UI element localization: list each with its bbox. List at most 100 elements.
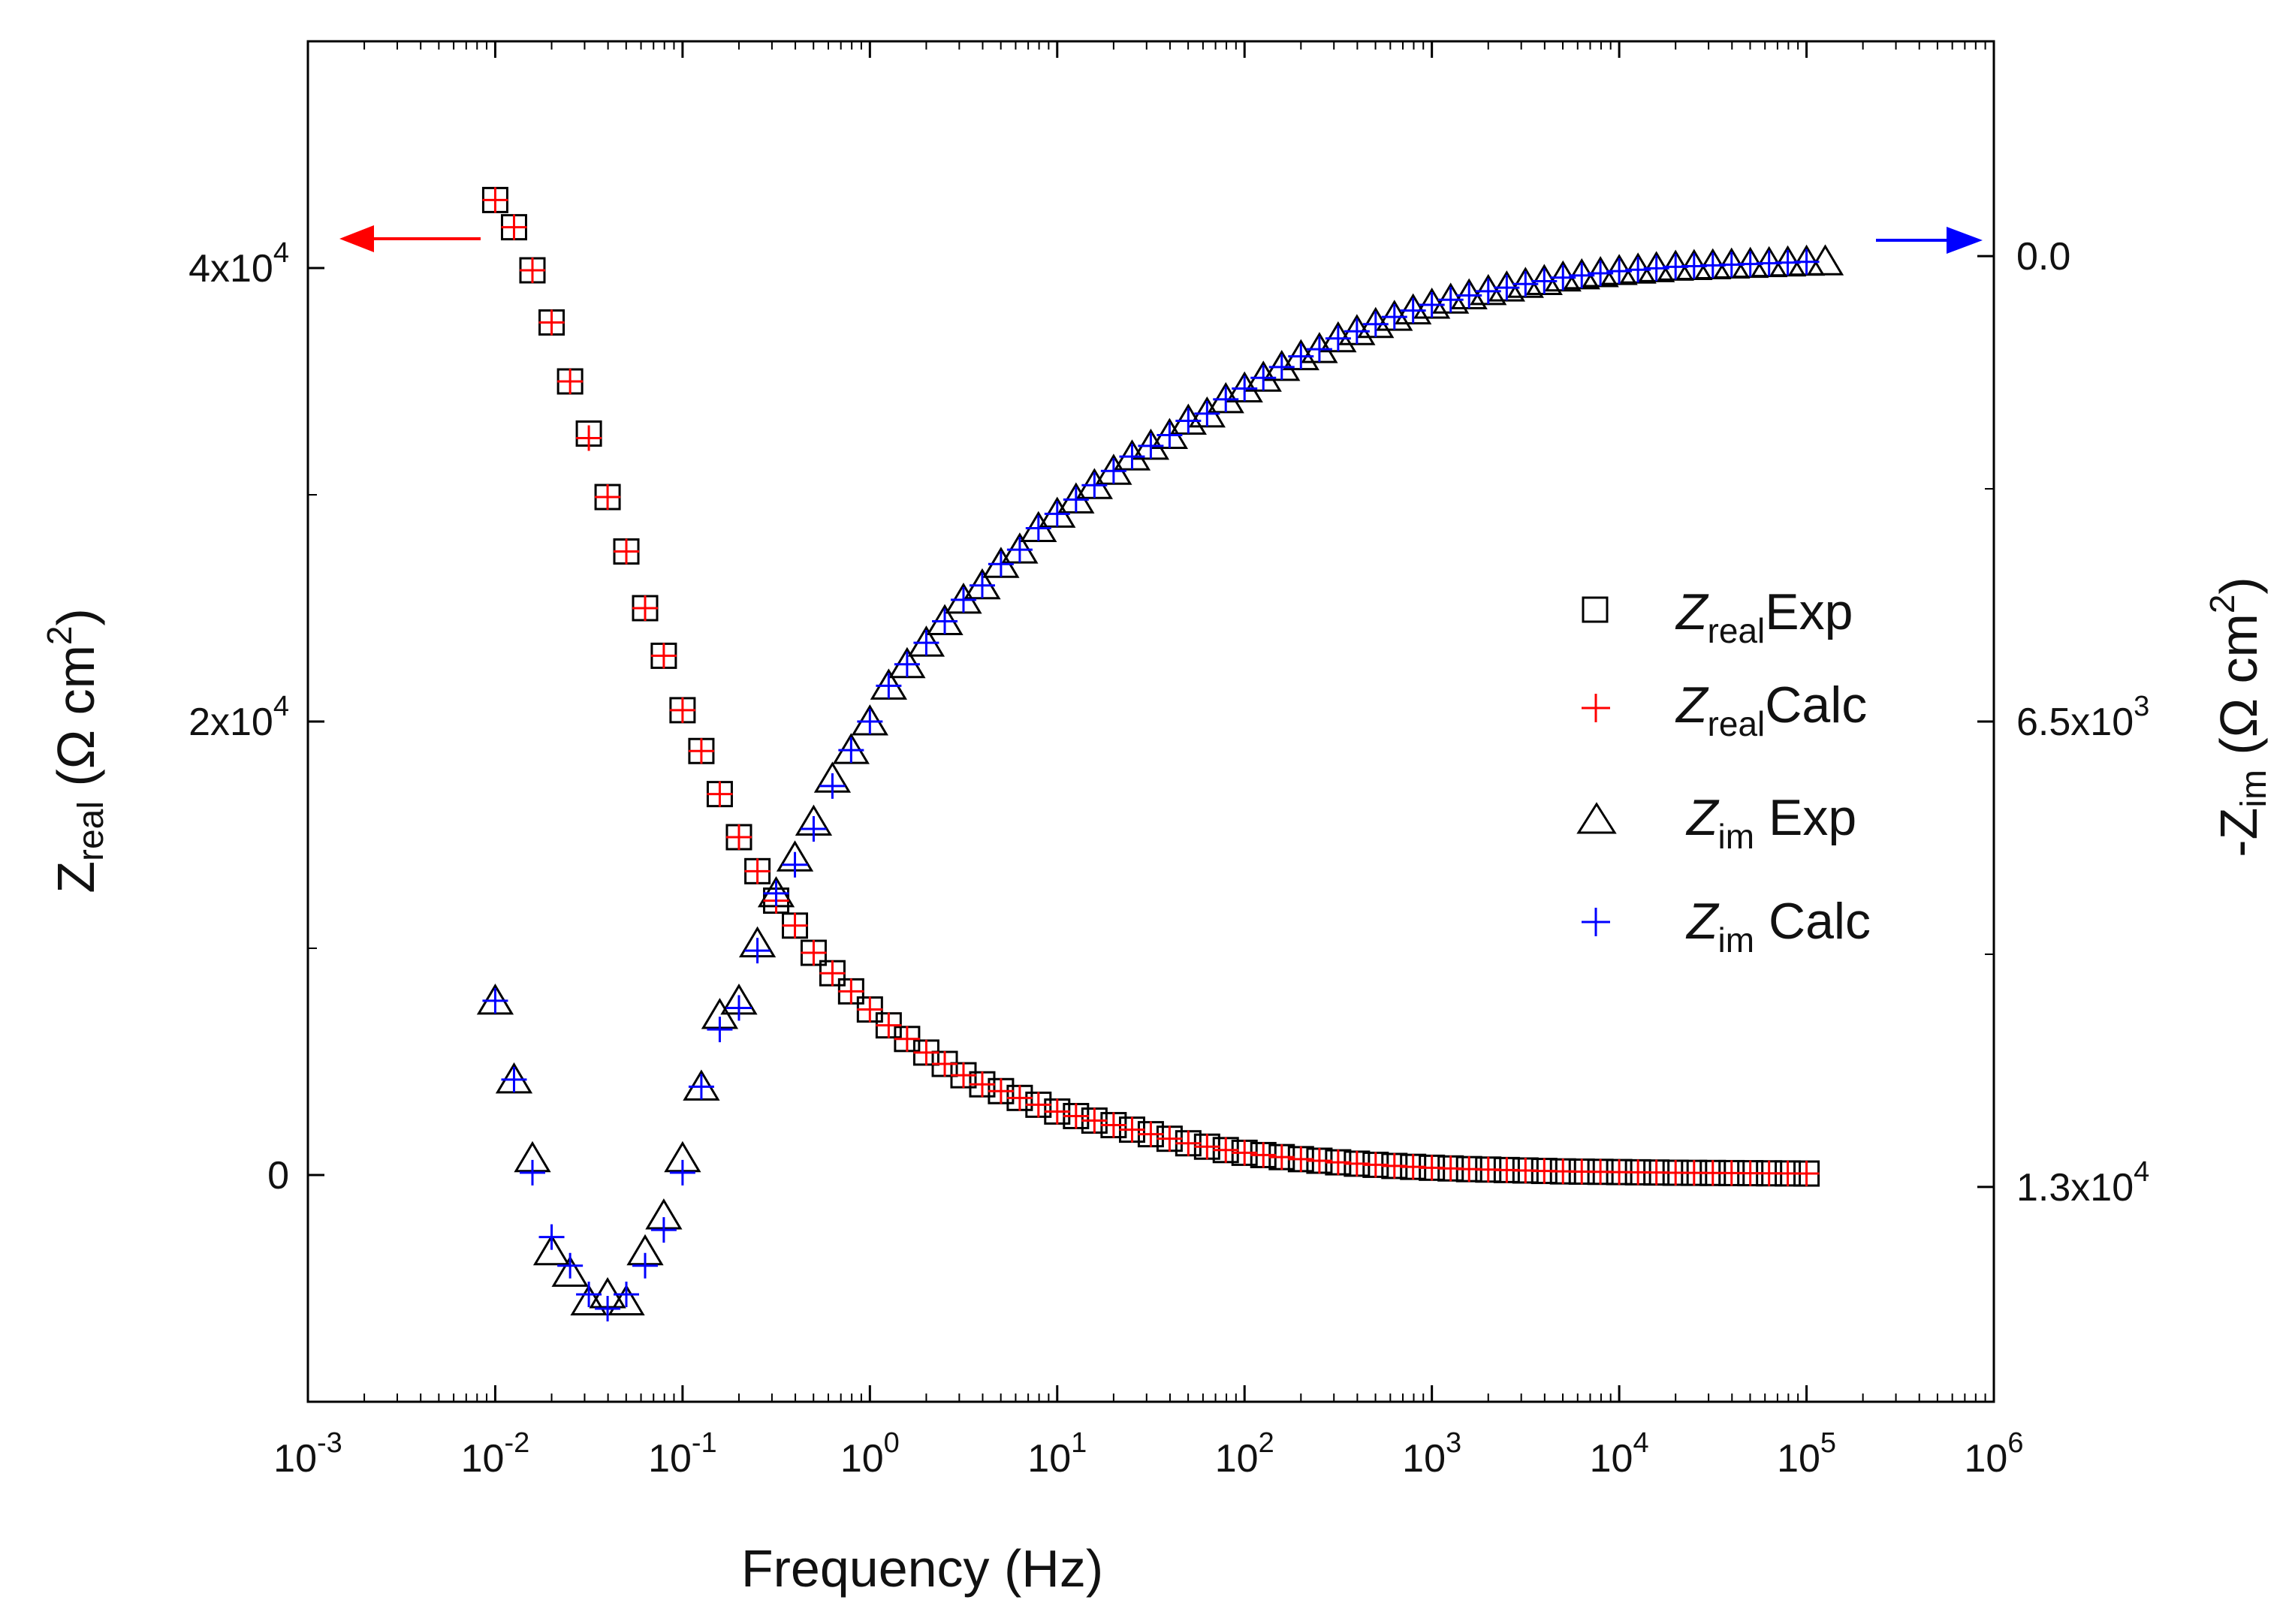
x-tick-base: 10 (840, 1437, 884, 1481)
x-tick-label: 105 (1777, 1427, 1836, 1481)
data-point-plus (988, 1078, 1014, 1104)
data-point-plus (501, 214, 527, 240)
x-tick-label: 103 (1402, 1427, 1461, 1481)
left-tick-main: 2x10 (188, 701, 273, 744)
left-axis-title-sup: 2 (40, 626, 79, 646)
data-point-plus (876, 1012, 902, 1038)
data-point-plus (969, 572, 995, 598)
data-point-plus (1381, 304, 1407, 330)
legend-item-zim-exp: Zim Exp (1576, 789, 1856, 856)
left-tick-exponent: 4 (273, 691, 289, 722)
data-point-plus (1419, 291, 1445, 318)
data-point-plus (857, 996, 883, 1023)
x-tick-exponent: -3 (317, 1427, 342, 1459)
left-axis-arrow (339, 225, 481, 252)
data-point-plus (576, 1281, 602, 1307)
left-axis-title: Zreal (Ω cm2) (40, 608, 111, 893)
x-tick-exponent: 5 (1820, 1427, 1836, 1459)
data-point-plus (1119, 1116, 1145, 1143)
x-tick-exponent: 1 (1071, 1427, 1087, 1459)
data-point-plus (1288, 343, 1314, 369)
data-point-plus (1475, 278, 1501, 304)
data-point-plus (501, 1066, 527, 1092)
data-point-plus (632, 595, 659, 621)
x-tick-base: 10 (648, 1437, 692, 1481)
data-point-plus (950, 586, 976, 613)
data-point-plus (1550, 264, 1576, 291)
data-point-plus (1606, 258, 1633, 285)
x-axis-title: Frequency (Hz) (741, 1539, 1103, 1598)
data-point-plus (482, 187, 508, 213)
data-point-plus (1194, 400, 1220, 426)
data-point-plus (1157, 422, 1183, 448)
data-point-plus (876, 673, 902, 699)
data-point-plus (969, 1071, 995, 1098)
data-point-plus (1643, 255, 1669, 282)
data-point-plus (707, 781, 733, 807)
legend: ZrealExp ZrealCalc Zim Exp Zim Calc (1576, 583, 1871, 960)
data-point-plus (1362, 311, 1389, 337)
data-point-plus (1268, 1144, 1295, 1171)
x-tick-exponent: 3 (1446, 1427, 1461, 1459)
data-point-plus (1250, 1142, 1277, 1168)
data-point-plus (557, 369, 584, 394)
data-point-plus (1081, 1107, 1108, 1134)
data-point-plus (1044, 501, 1070, 527)
right-axis-title-sub: im (2234, 770, 2274, 808)
right-tick-label: 0.0 (2016, 235, 2070, 279)
data-point-plus (1625, 257, 1651, 283)
data-point-plus (595, 1296, 621, 1322)
data-point-plus (1793, 249, 1820, 275)
left-tick-label: 0 (267, 1154, 289, 1198)
data-point-plus (1344, 1150, 1370, 1177)
data-point-plus (782, 851, 808, 878)
x-tick-label: 10-3 (273, 1427, 342, 1481)
left-tick-main: 4x10 (188, 247, 273, 291)
right-axis-title-main: -Z (2209, 808, 2268, 857)
x-tick-exponent: -2 (504, 1427, 529, 1459)
data-point-plus (819, 960, 846, 987)
data-point-plus (1456, 282, 1482, 309)
right-tick-exponent: 3 (2134, 691, 2149, 722)
data-point-triangle (1806, 244, 1844, 276)
data-point-plus (1194, 1134, 1220, 1160)
x-tick-label: 106 (1965, 1427, 2024, 1481)
data-point-plus (650, 1217, 677, 1243)
data-point-plus (1044, 1098, 1070, 1125)
data-point-triangle (551, 1255, 589, 1287)
data-point-plus (1081, 472, 1108, 499)
right-axis-title: -Zim (Ω cm2) (2203, 577, 2274, 857)
legend-label-zim-exp: Zim Exp (1685, 789, 1856, 856)
x-tick-base: 10 (1777, 1437, 1820, 1481)
data-point-plus (1362, 1152, 1389, 1178)
x-tick-label: 10-1 (648, 1427, 717, 1481)
left-tick-main: 0 (267, 1154, 289, 1198)
series-zreal-calc (482, 187, 1820, 1187)
data-point-plus (932, 608, 958, 634)
data-point-plus (1306, 336, 1332, 363)
data-point-plus (1569, 262, 1595, 288)
data-point-plus (614, 538, 640, 565)
data-point-plus (669, 697, 695, 723)
data-point-plus (688, 1074, 714, 1100)
legend-item-zreal-calc: ZrealCalc (1582, 676, 1867, 743)
data-point-plus (894, 1026, 920, 1052)
data-point-plus (725, 995, 752, 1021)
x-tick-base: 10 (1590, 1437, 1633, 1481)
data-point-plus (1437, 287, 1464, 313)
legend-square-marker (1582, 596, 1609, 623)
data-point-plus (950, 1062, 976, 1089)
data-point-plus (1138, 1121, 1164, 1147)
data-point-plus (688, 738, 714, 764)
data-point-plus (894, 651, 920, 677)
data-point-plus (1288, 1146, 1314, 1172)
legend-blue-plus-marker (1582, 908, 1610, 936)
series-zim-calc (482, 249, 1820, 1322)
legend-label-zreal-calc: ZrealCalc (1675, 676, 1867, 743)
x-tick-exponent: 4 (1633, 1427, 1648, 1459)
x-tick-label: 101 (1027, 1427, 1087, 1481)
right-tick-main: 6.5x10 (2016, 701, 2134, 744)
data-point-plus (838, 737, 864, 764)
right-tick-label: 1.3x104 (2016, 1156, 2149, 1210)
